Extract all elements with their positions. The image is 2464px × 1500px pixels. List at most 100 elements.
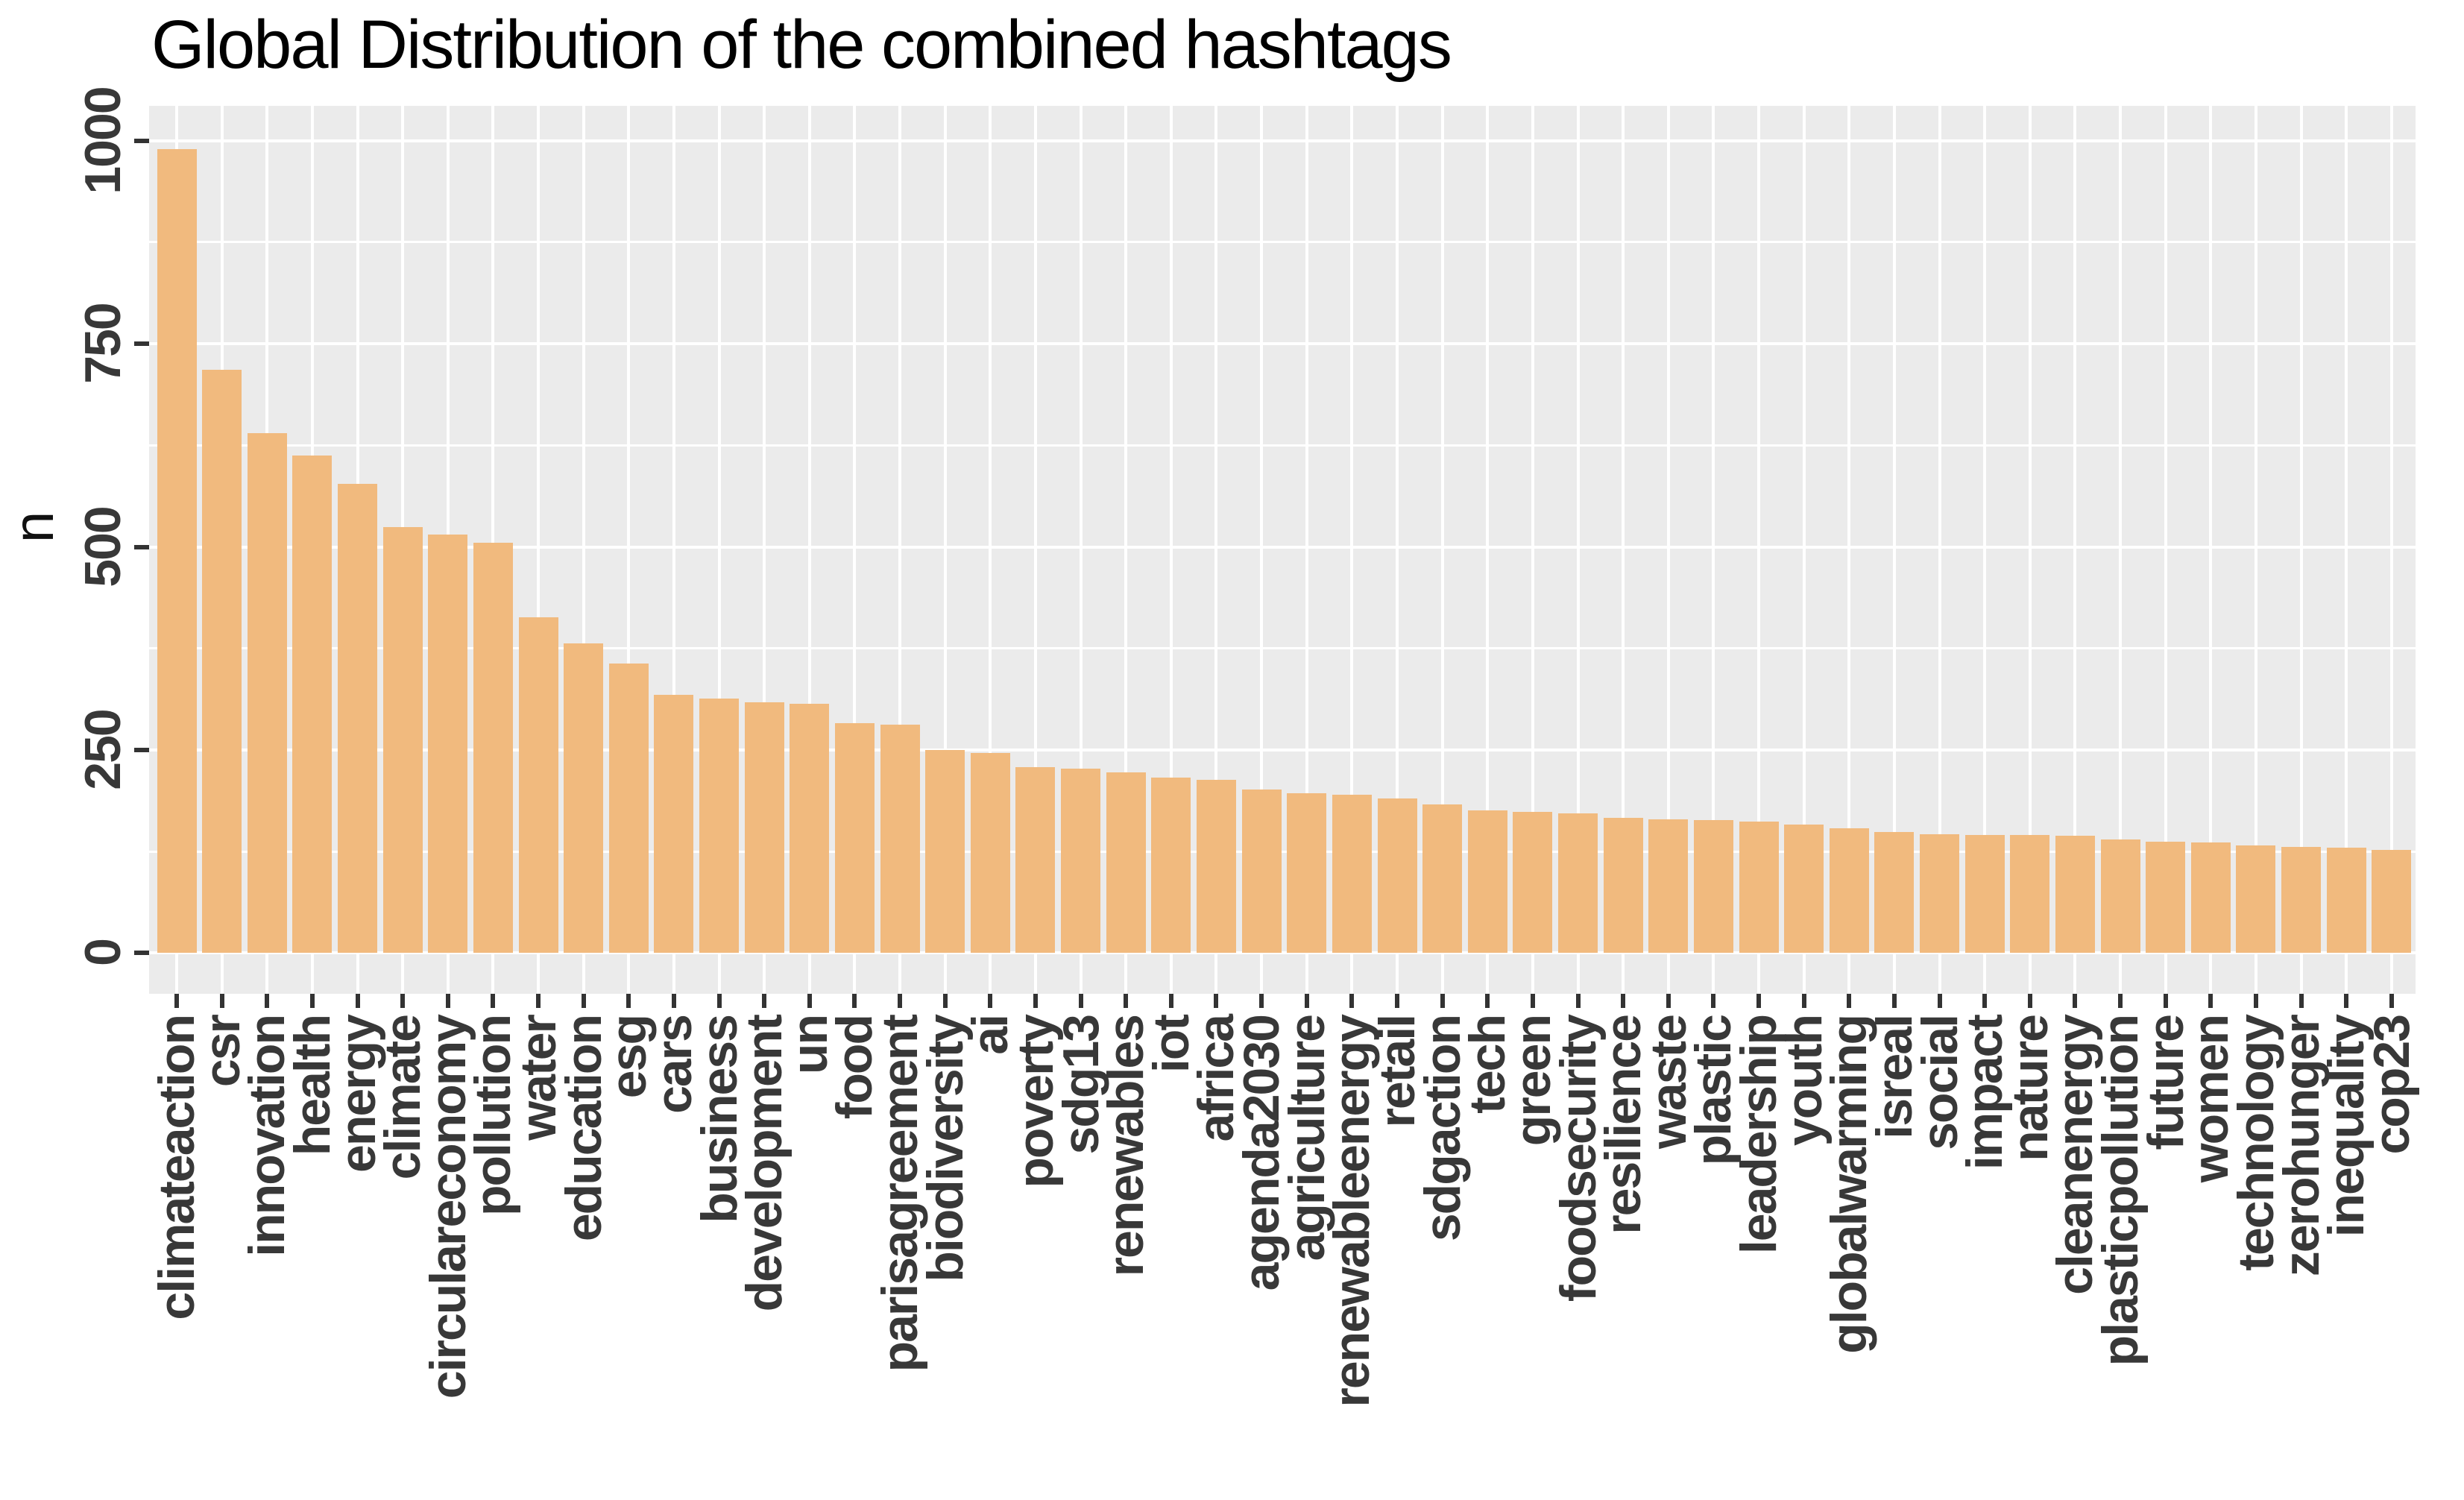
x-tick-mark <box>1982 994 1988 1008</box>
bar <box>1693 819 1733 954</box>
gridline-x <box>807 106 811 994</box>
gridline-x <box>1124 106 1128 994</box>
gridline-x <box>537 106 541 994</box>
x-tick-label: cop23 <box>2363 1015 2420 1155</box>
x-tick-mark <box>1801 994 1806 1008</box>
x-tick-mark <box>1530 994 1535 1008</box>
gridline-x <box>1531 106 1534 994</box>
x-tick-mark <box>716 994 722 1008</box>
gridline-x <box>672 106 675 994</box>
y-tick-label: 1000 <box>75 87 131 195</box>
bar <box>1648 819 1689 954</box>
bar <box>247 432 287 954</box>
x-tick-mark <box>2118 994 2123 1008</box>
bar <box>1422 804 1463 954</box>
gridline-x <box>1169 106 1173 994</box>
gridline-x <box>2389 106 2393 994</box>
bar <box>1513 811 1553 954</box>
bar <box>699 699 740 954</box>
x-tick-mark <box>1304 994 1309 1008</box>
y-tick-mark <box>134 138 149 143</box>
x-tick-mark <box>265 994 270 1008</box>
bar <box>473 543 513 954</box>
gridline-x <box>2254 106 2257 994</box>
bar <box>1829 828 1869 954</box>
x-tick-mark <box>400 994 406 1008</box>
x-tick-mark <box>536 994 541 1008</box>
bar <box>744 702 784 954</box>
minor-gridline-y <box>149 850 2416 853</box>
bar <box>790 703 830 954</box>
x-tick-mark <box>1937 994 1942 1008</box>
gridline-x <box>582 106 585 994</box>
gridline-x <box>1440 106 1444 994</box>
gridline-x <box>989 106 992 994</box>
bar <box>925 749 965 954</box>
gridline-x <box>1892 106 1896 994</box>
bar <box>564 643 604 954</box>
bar <box>1106 772 1146 954</box>
bar <box>1287 792 1327 954</box>
minor-gridline-y <box>149 444 2416 447</box>
gridline-x <box>1938 106 1941 994</box>
x-tick-mark <box>491 994 496 1008</box>
x-tick-label: biodiversity <box>916 1015 974 1282</box>
x-tick-mark <box>1078 994 1083 1008</box>
bar <box>338 483 378 954</box>
gridline-x <box>1983 106 1987 994</box>
x-tick-label: renewables <box>1097 1015 1155 1277</box>
x-tick-mark <box>1395 994 1399 1008</box>
y-tick-mark <box>134 341 149 347</box>
bar <box>1241 790 1282 954</box>
bar <box>518 617 558 954</box>
x-tick-mark <box>2163 994 2168 1008</box>
x-tick-mark <box>807 994 812 1008</box>
bar <box>1151 777 1191 954</box>
gridline-x <box>2299 106 2303 994</box>
gridline-x <box>1666 106 1670 994</box>
bar <box>157 148 197 954</box>
major-gridline-y <box>149 748 2416 751</box>
x-tick-mark <box>1124 994 1129 1008</box>
bar <box>1558 813 1598 954</box>
bar <box>1784 825 1824 954</box>
x-tick-mark <box>1621 994 1626 1008</box>
y-tick-mark <box>134 951 149 956</box>
x-tick-mark <box>898 994 903 1008</box>
x-tick-mark <box>942 994 948 1008</box>
x-tick-mark <box>2389 994 2394 1008</box>
bar <box>1196 780 1236 954</box>
x-tick-mark <box>219 994 224 1008</box>
x-tick-mark <box>626 994 631 1008</box>
x-tick-label: climateaction <box>148 1015 205 1320</box>
x-tick-mark <box>1891 994 1897 1008</box>
x-tick-mark <box>1847 994 1852 1008</box>
x-tick-mark <box>852 994 857 1008</box>
bar <box>1015 766 1056 954</box>
x-tick-mark <box>1711 994 1716 1008</box>
gridline-x <box>1847 106 1851 994</box>
x-tick-mark <box>445 994 450 1008</box>
gridline-x <box>2164 106 2167 994</box>
bar <box>2326 847 2366 954</box>
x-tick-mark <box>174 994 179 1008</box>
gridline-x <box>2028 106 2032 994</box>
major-gridline-y <box>149 545 2416 549</box>
bar <box>2055 836 2095 954</box>
gridline-x <box>1033 106 1037 994</box>
bar <box>428 535 468 954</box>
bar <box>2236 845 2276 954</box>
gridline-x <box>2119 106 2123 994</box>
x-tick-mark <box>1575 994 1581 1008</box>
bar <box>608 664 649 954</box>
bar <box>2146 842 2186 954</box>
gridline-x <box>1396 106 1399 994</box>
bar <box>202 369 242 954</box>
bar <box>880 725 920 954</box>
x-tick-mark <box>762 994 767 1008</box>
bar <box>382 527 423 954</box>
x-tick-mark <box>988 994 993 1008</box>
x-tick-mark <box>1168 994 1173 1008</box>
gridline-x <box>1576 106 1580 994</box>
